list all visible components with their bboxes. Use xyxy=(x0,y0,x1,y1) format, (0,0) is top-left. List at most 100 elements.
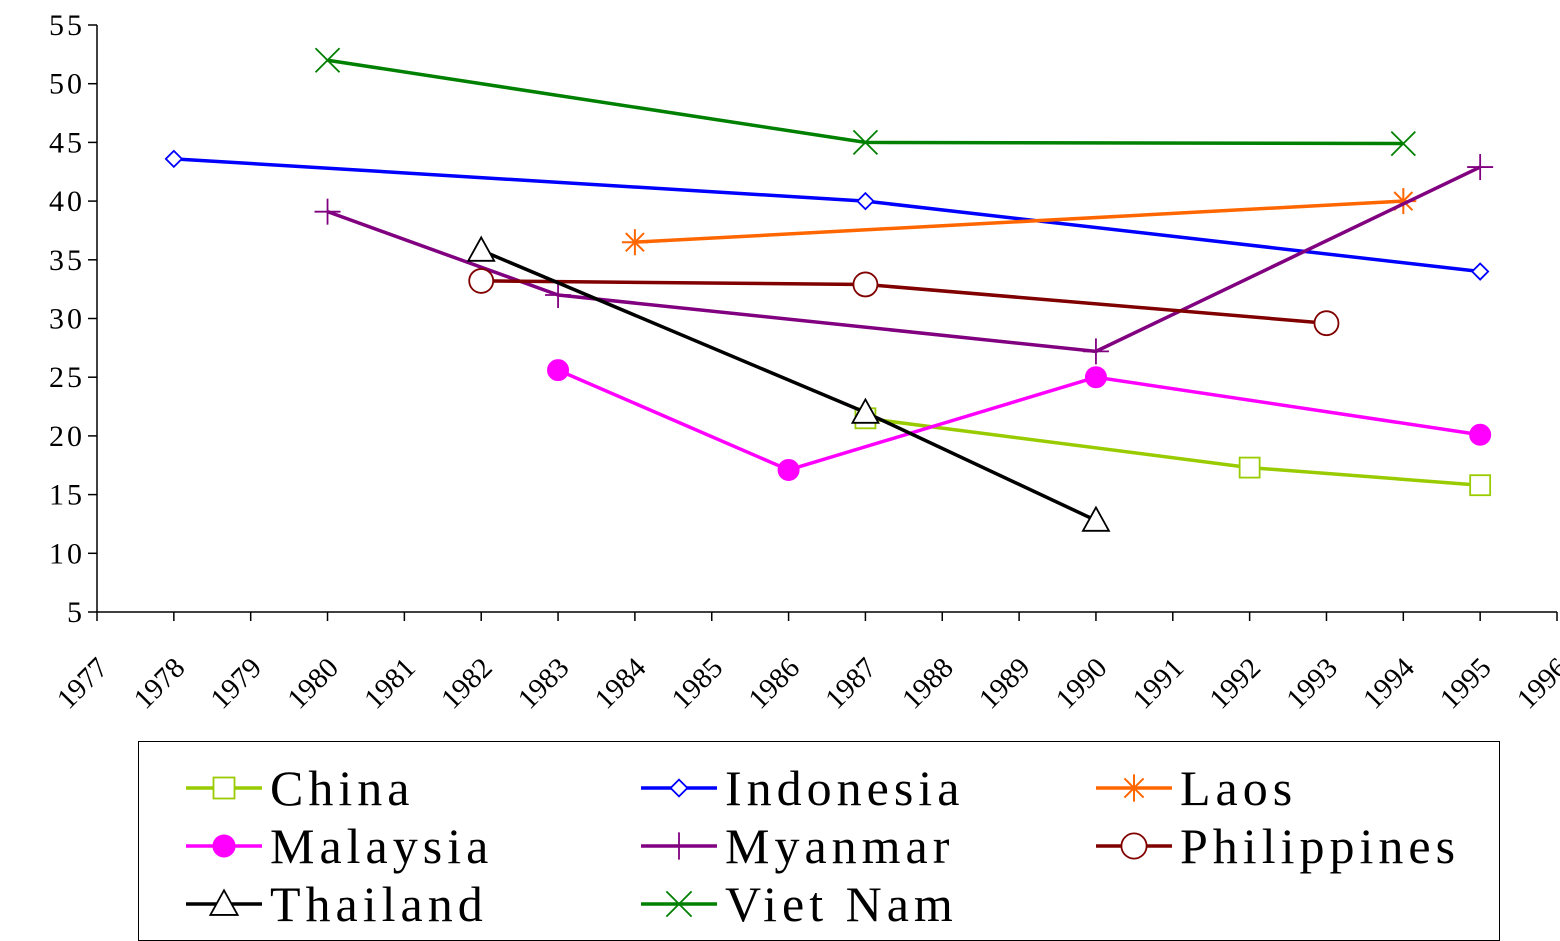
x-tick-label: 1981 xyxy=(358,652,422,716)
data-point xyxy=(852,129,879,156)
y-tick-label: 35 xyxy=(49,244,85,277)
x-tick-label: 1993 xyxy=(1280,652,1344,716)
data-point xyxy=(621,229,648,256)
legend-label: China xyxy=(270,760,415,816)
x-tick-label: 1994 xyxy=(1357,651,1421,715)
data-point xyxy=(1470,262,1490,281)
x-tick-label: 1992 xyxy=(1203,652,1267,716)
series-line xyxy=(327,58,1404,146)
legend-label: Malaysia xyxy=(270,818,494,874)
x-tick-label: 1991 xyxy=(1127,652,1191,716)
legend-swatch xyxy=(641,832,717,860)
legend-label: Laos xyxy=(1180,760,1298,816)
legend-label: Viet Nam xyxy=(725,876,958,932)
data-point xyxy=(466,235,496,262)
y-tick-label: 55 xyxy=(49,9,85,42)
x-tick-label: 1988 xyxy=(896,652,960,716)
data-point xyxy=(1081,505,1111,532)
data-point xyxy=(1390,130,1416,157)
legend-item-indonesia: Indonesia xyxy=(639,760,964,816)
legend-item-philippines: Philippines xyxy=(1094,818,1460,874)
x-tick-label: 1989 xyxy=(973,652,1037,716)
data-point xyxy=(314,47,341,73)
x-tick-label: 1985 xyxy=(666,652,730,716)
series-line xyxy=(326,165,1481,354)
data-point xyxy=(468,268,495,294)
data-point xyxy=(1313,310,1340,337)
series-line xyxy=(634,199,1404,244)
data-point xyxy=(850,397,880,424)
legend-label: Thailand xyxy=(270,876,488,932)
data-point xyxy=(314,198,341,225)
series-line xyxy=(173,157,1481,274)
data-point xyxy=(1238,456,1261,479)
x-tick-label: 1990 xyxy=(1050,652,1114,716)
data-point xyxy=(547,359,570,382)
y-tick-label: 45 xyxy=(49,126,85,159)
data-point xyxy=(1082,338,1109,365)
x-tick-label: 1995 xyxy=(1434,652,1498,716)
y-tick-label: 15 xyxy=(49,479,85,512)
series-myanmar xyxy=(314,154,1494,365)
data-point xyxy=(208,888,240,916)
series-thailand xyxy=(466,235,1111,532)
y-tick-label: 20 xyxy=(49,420,85,453)
series-malaysia xyxy=(547,359,1492,481)
series-line xyxy=(865,416,1481,487)
legend-swatch xyxy=(186,776,262,800)
series-laos xyxy=(621,188,1417,256)
y-tick-label: 5 xyxy=(67,596,85,629)
legend-label: Philippines xyxy=(1180,818,1461,874)
legend-swatch xyxy=(641,890,717,918)
series-line xyxy=(557,368,1481,472)
legend-swatch xyxy=(1096,832,1172,860)
x-tick-label: 1982 xyxy=(435,652,499,716)
x-tick-label: 1984 xyxy=(589,651,653,715)
x-tick-label: 1980 xyxy=(281,652,345,716)
legend-label: Indonesia xyxy=(725,760,965,816)
legend-item-malaysia: Malaysia xyxy=(184,818,493,874)
data-point xyxy=(665,890,693,918)
data-point xyxy=(665,832,693,860)
legend-swatch xyxy=(641,778,717,798)
y-tick-label: 40 xyxy=(49,185,85,218)
data-point xyxy=(1120,832,1148,860)
legend-item-myanmar: Myanmar xyxy=(639,818,954,874)
data-point xyxy=(1120,774,1148,802)
y-tick-label: 30 xyxy=(49,303,85,336)
series-indonesia xyxy=(164,149,1490,281)
data-point xyxy=(545,282,572,309)
data-point xyxy=(777,458,800,481)
data-point xyxy=(1469,423,1492,446)
legend-swatch xyxy=(186,834,262,858)
series-philippines xyxy=(468,268,1340,337)
data-point xyxy=(164,149,184,169)
data-point xyxy=(212,834,236,858)
legend-item-thailand: Thailand xyxy=(184,876,488,932)
series-layer xyxy=(164,47,1494,532)
x-tick-label: 1987 xyxy=(819,652,883,716)
legend-label: Myanmar xyxy=(725,818,955,874)
y-tick-label: 50 xyxy=(49,68,85,101)
y-tick-label: 25 xyxy=(49,361,85,394)
data-point xyxy=(212,776,236,800)
x-tick-label: 1996 xyxy=(1511,652,1560,716)
x-tick-label: 1979 xyxy=(205,652,269,716)
x-tick-label: 1983 xyxy=(512,652,576,716)
legend-swatch xyxy=(186,888,262,916)
legend-item-viet-nam: Viet Nam xyxy=(639,876,958,932)
legend-swatch xyxy=(1096,774,1172,802)
legend-item-china: China xyxy=(184,760,414,816)
data-point xyxy=(669,778,689,798)
legend: China Indonesia Laos Malaysia Myanmar Philipp… xyxy=(138,741,1500,941)
x-tick-label: 1977 xyxy=(51,652,115,716)
x-tick-label: 1986 xyxy=(742,652,806,716)
data-point xyxy=(1084,366,1107,389)
x-tick-label: 1978 xyxy=(128,652,192,716)
data-point xyxy=(1467,154,1494,181)
y-tick-label: 10 xyxy=(49,537,85,570)
data-point xyxy=(1469,474,1492,497)
series-viet-nam xyxy=(314,47,1416,157)
